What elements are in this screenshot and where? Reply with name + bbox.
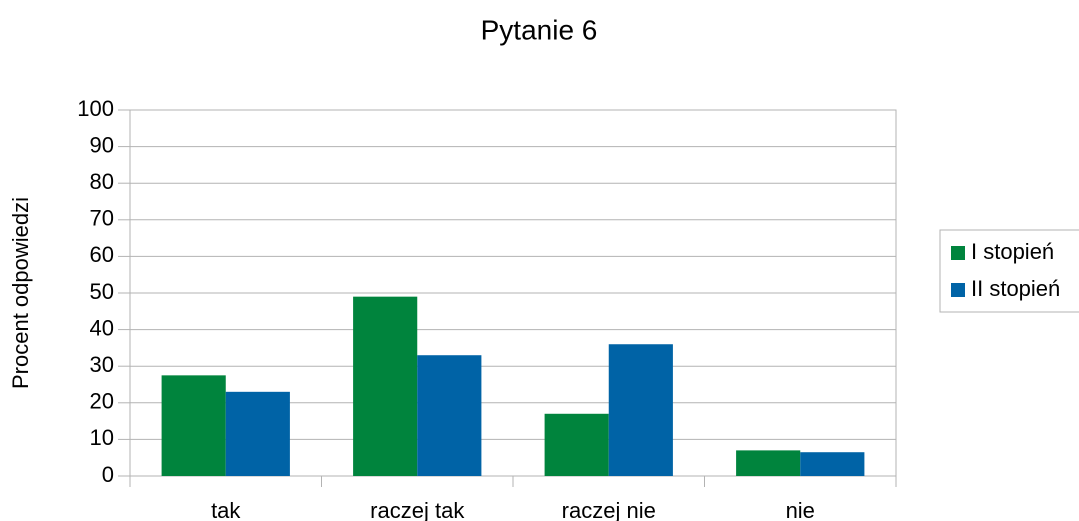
x-tick-label: raczej nie (562, 498, 656, 521)
bar (225, 391, 290, 476)
bar (417, 355, 482, 476)
legend-swatch (951, 246, 965, 260)
y-tick-label: 50 (90, 279, 114, 304)
legend-swatch (951, 283, 965, 297)
y-tick-label: 80 (90, 169, 114, 194)
y-tick-label: 30 (90, 352, 114, 377)
bar (736, 450, 801, 476)
bar (353, 296, 418, 476)
y-tick-label: 70 (90, 206, 114, 231)
y-tick-label: 0 (102, 462, 114, 487)
bar (800, 452, 865, 476)
bar (544, 413, 609, 476)
legend-label: I stopień (971, 239, 1054, 264)
x-tick-label: nie (786, 498, 815, 521)
x-tick-label: raczej tak (370, 498, 465, 521)
y-tick-label: 90 (90, 132, 114, 157)
legend-box (939, 229, 1079, 313)
y-tick-label: 60 (90, 242, 114, 267)
y-tick-label: 40 (90, 315, 114, 340)
bar (608, 344, 673, 476)
legend-label: II stopień (971, 276, 1060, 301)
chart-title: Pytanie 6 (481, 14, 598, 45)
x-tick-label: tak (211, 498, 241, 521)
y-tick-label: 10 (90, 425, 114, 450)
y-axis-title: Procent odpowiedzi (8, 197, 33, 389)
y-tick-label: 20 (90, 389, 114, 414)
bar (161, 375, 226, 476)
y-tick-label: 100 (77, 96, 114, 121)
